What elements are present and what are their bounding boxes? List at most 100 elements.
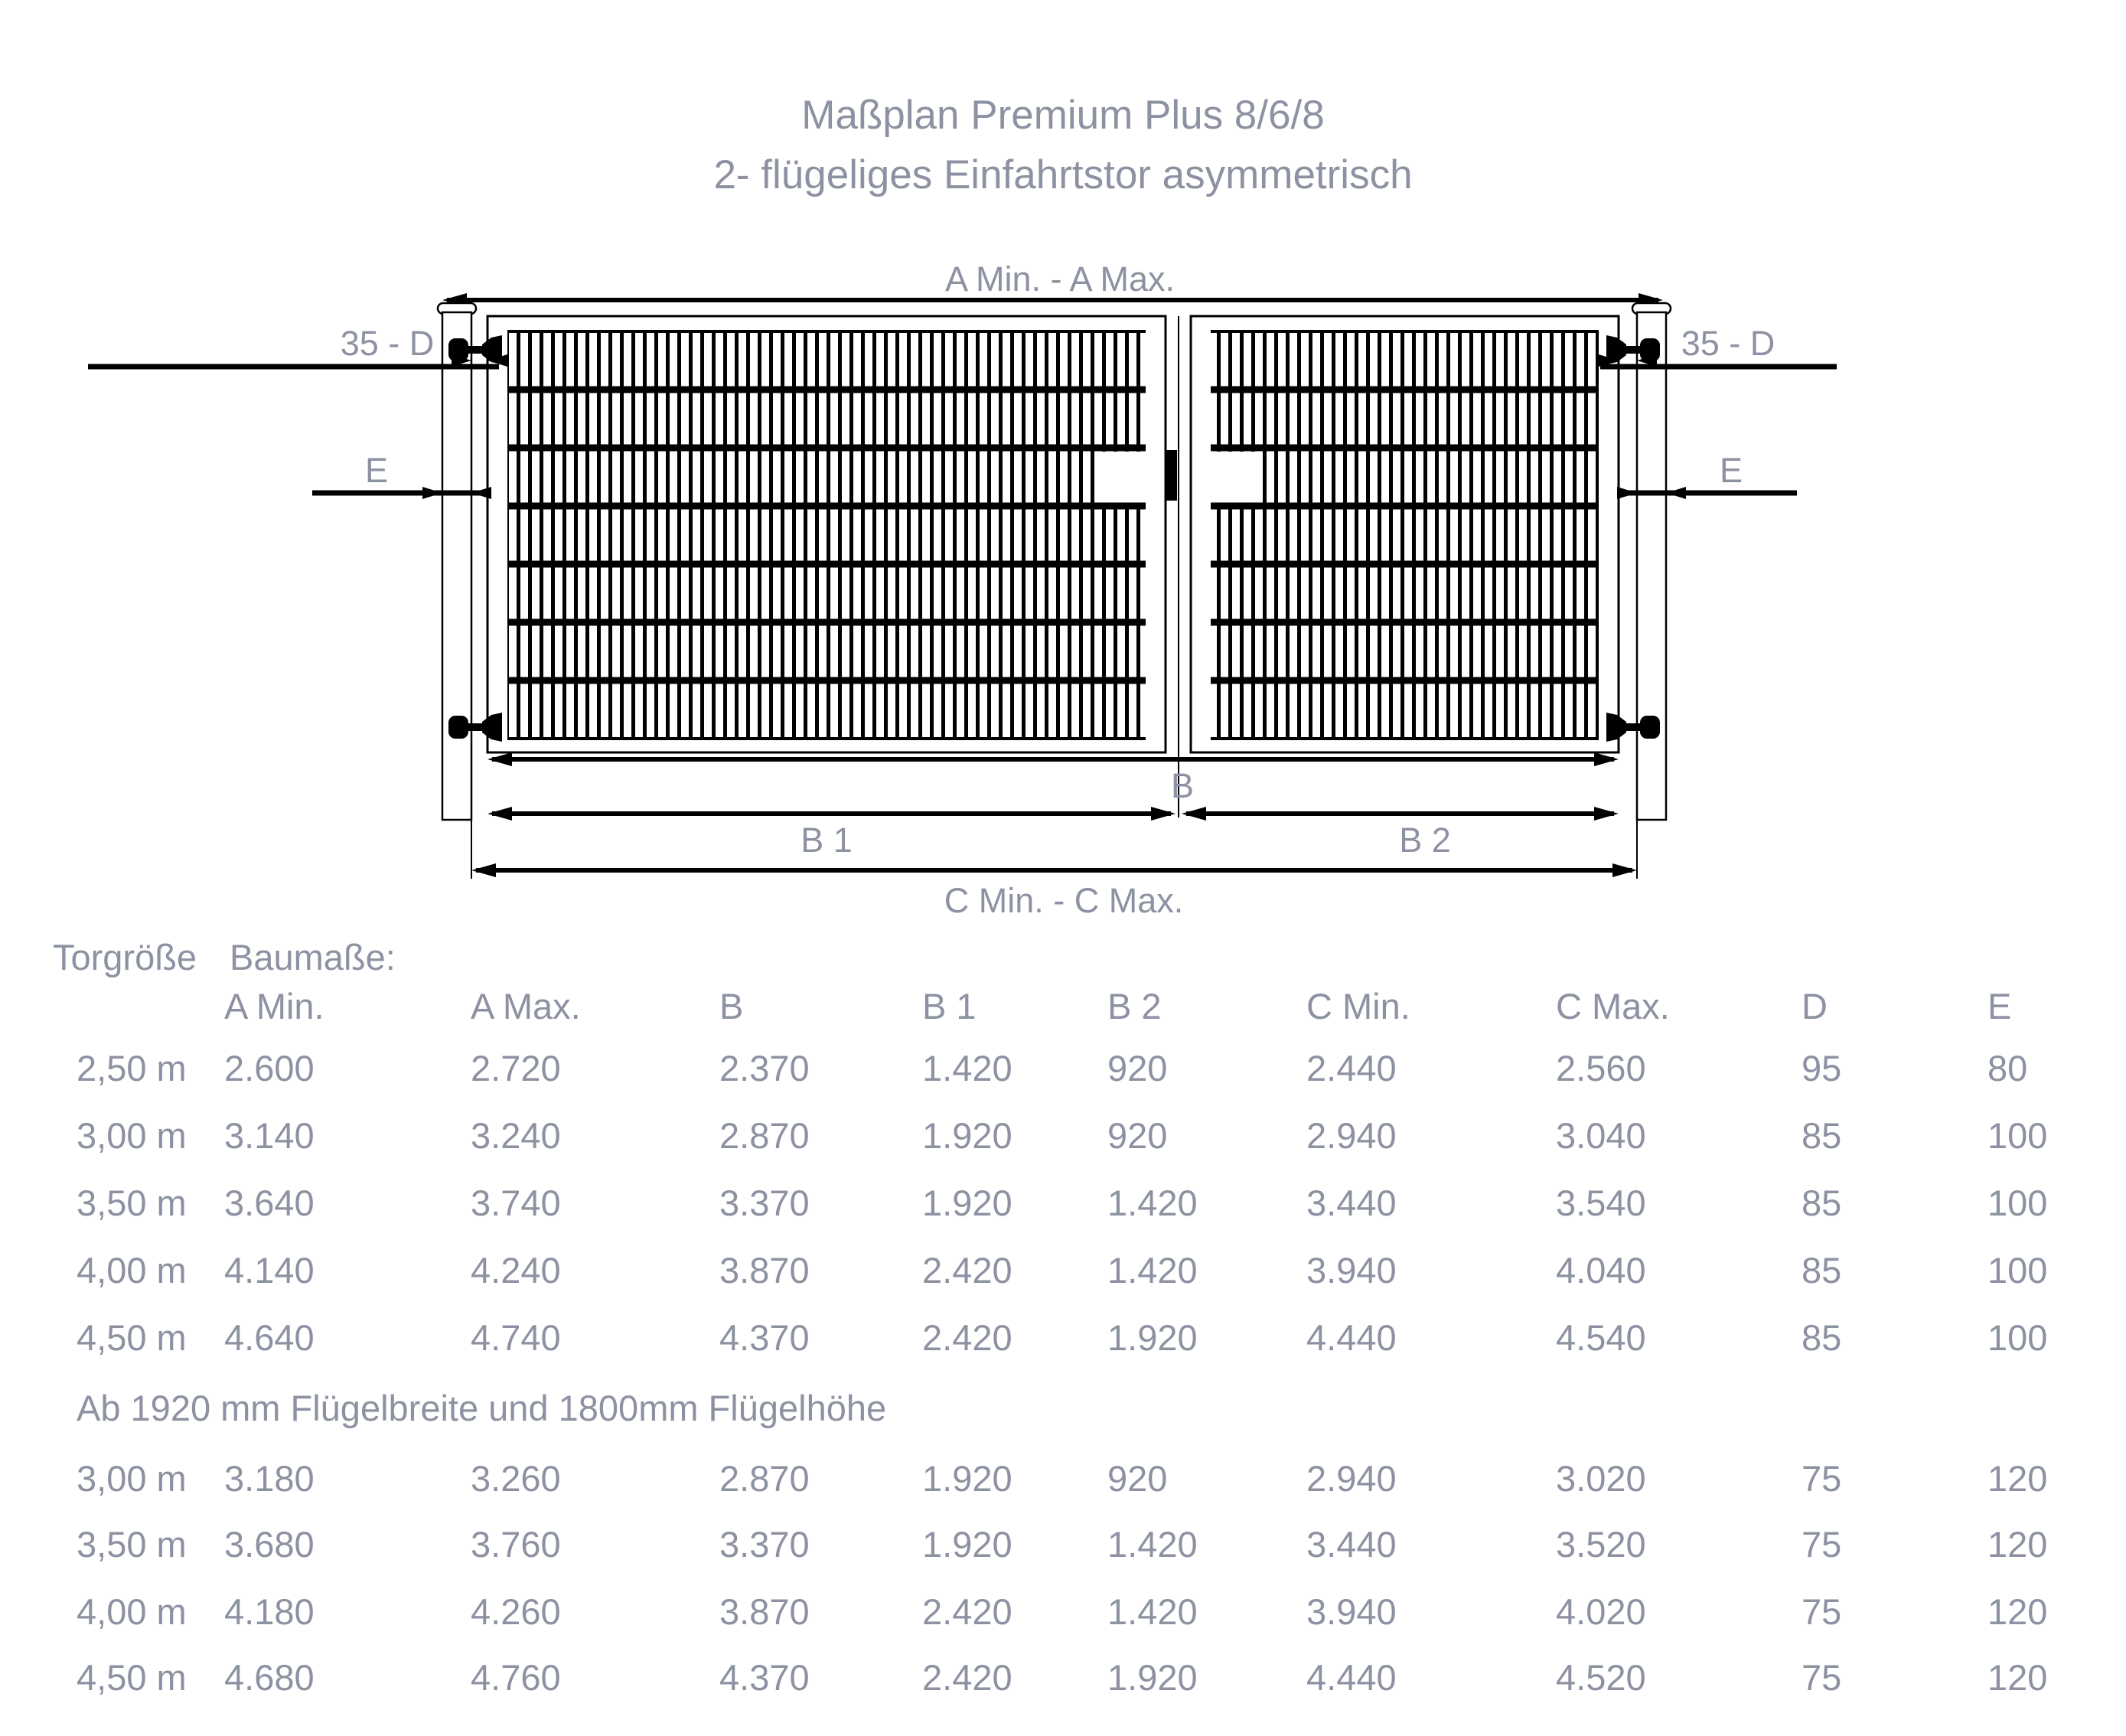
latch-block: [1166, 450, 1177, 501]
dimension-b1-label: B 1: [801, 821, 853, 860]
value-cell: 1.920: [922, 1524, 1012, 1565]
value-cell: 95: [1802, 1048, 1842, 1088]
value-cell: 2.420: [922, 1317, 1012, 1358]
value-cell: 3.680: [224, 1524, 315, 1565]
col-header-a-max: A Max.: [471, 986, 581, 1026]
value-cell: 3.520: [1556, 1524, 1646, 1565]
value-cell: 1.920: [922, 1183, 1012, 1223]
value-cell: 75: [1802, 1524, 1842, 1565]
dimension-e-left-label: E: [365, 451, 388, 490]
value-cell: 4.260: [471, 1591, 561, 1632]
value-cell: 4.370: [719, 1657, 810, 1698]
value-cell: 2.940: [1306, 1458, 1397, 1499]
wing-infill-bars: [1211, 331, 1599, 739]
hinge-bottom-left-icon: [448, 713, 502, 742]
value-cell: 85: [1802, 1317, 1842, 1358]
col-header-b2: B 2: [1107, 986, 1162, 1026]
value-cell: 4.540: [1556, 1317, 1646, 1358]
value-cell: 1.920: [1107, 1657, 1198, 1698]
value-cell: 920: [1107, 1458, 1168, 1499]
value-cell: 4.020: [1556, 1591, 1646, 1632]
value-cell: 75: [1802, 1591, 1842, 1632]
col-header-b: B: [719, 986, 744, 1026]
value-cell: 3.640: [224, 1183, 315, 1223]
value-cell: 4.440: [1306, 1317, 1397, 1358]
left-gate-post: [436, 302, 478, 879]
gate-size-cell: 3,00 m: [77, 1115, 187, 1156]
value-cell: 1.920: [922, 1458, 1012, 1499]
gate-size-cell: 4,00 m: [77, 1250, 187, 1291]
value-cell: 2.940: [1306, 1115, 1397, 1156]
value-cell: 2.420: [922, 1591, 1012, 1632]
value-cell: 2.440: [1306, 1048, 1397, 1088]
dimension-c-label: C Min. - C Max.: [944, 881, 1184, 920]
value-cell: 1.420: [1107, 1591, 1198, 1632]
post-body: [1635, 311, 1668, 821]
gate-size-cell: 3,50 m: [77, 1183, 187, 1223]
gate-size-cell: 3,50 m: [77, 1524, 187, 1565]
col-header-b1: B 1: [922, 986, 977, 1026]
value-cell: 3.370: [719, 1183, 810, 1223]
value-cell: 4.740: [471, 1317, 561, 1358]
dimension-35d-left: 35 - D: [88, 324, 507, 370]
value-cell: 3.760: [471, 1524, 561, 1565]
value-cell: 3.370: [719, 1524, 810, 1565]
gate-size-cell: 3,00 m: [77, 1458, 187, 1499]
value-cell: 100: [1987, 1317, 2048, 1358]
dimension-e-right: E: [1617, 451, 1797, 499]
table-header-row: A Min. A Max. B B 1 B 2 C Min. C Max. D …: [0, 985, 2126, 1034]
value-cell: 3.940: [1306, 1250, 1397, 1291]
value-cell: 4.040: [1556, 1250, 1646, 1291]
value-cell: 3.440: [1306, 1183, 1397, 1223]
value-cell: 4.640: [224, 1317, 315, 1358]
value-cell: 1.420: [1107, 1183, 1198, 1223]
table-row: 3,50 m 3.640 3.740 3.370 1.920 1.420 3.440 3.54…: [0, 1182, 2126, 1231]
value-cell: 3.040: [1556, 1115, 1646, 1156]
value-cell: 120: [1987, 1657, 2048, 1698]
value-cell: 3.260: [471, 1458, 561, 1499]
value-cell: 75: [1802, 1458, 1842, 1499]
value-cell: 3.440: [1306, 1524, 1397, 1565]
title-line-2: 2- flügeliges Einfahrtstor asymmetrisch: [713, 152, 1413, 197]
col-header-e: E: [1987, 986, 2012, 1026]
value-cell: 2.420: [922, 1657, 1012, 1698]
table-row: 3,00 m 3.140 3.240 2.870 1.920 920 2.940 3.040 8…: [0, 1114, 2126, 1163]
value-cell: 75: [1802, 1657, 1842, 1698]
value-cell: 3.940: [1306, 1591, 1397, 1632]
table-row: 3,50 m 3.680 3.760 3.370 1.920 1.420 3.440 3.52…: [0, 1523, 2126, 1572]
dimension-c: C Min. - C Max.: [471, 863, 1637, 920]
dimension-e-left: E: [312, 451, 491, 499]
table-group-header-row: Torgröße Baumaße:: [0, 936, 2126, 985]
post-body: [441, 311, 473, 821]
dimension-b1: B 1: [487, 807, 1175, 860]
value-cell: 3.870: [719, 1591, 810, 1632]
dimension-b-label: B: [1171, 766, 1194, 805]
left-gate-wing: [486, 315, 1167, 754]
value-cell: 4.370: [719, 1317, 810, 1358]
table-note: Ab 1920 mm Flügelbreite und 1800mm Flüge…: [77, 1388, 887, 1428]
value-cell: 85: [1802, 1115, 1842, 1156]
dimension-b: B: [487, 752, 1619, 805]
col-header-a-min: A Min.: [224, 986, 324, 1026]
hinge-bottom-right-icon: [1606, 713, 1660, 742]
value-cell: 2.370: [719, 1048, 810, 1088]
value-cell: 4.180: [224, 1591, 315, 1632]
table-col0-header: Torgröße: [53, 937, 197, 977]
gate-size-cell: 2,50 m: [77, 1048, 187, 1088]
gate-size-cell: 4,50 m: [77, 1317, 187, 1358]
value-cell: 2.560: [1556, 1048, 1646, 1088]
value-cell: 1.420: [1107, 1524, 1198, 1565]
value-cell: 3.180: [224, 1458, 315, 1499]
dimension-e-right-label: E: [1720, 451, 1743, 490]
dimension-35d-right-label: 35 - D: [1681, 324, 1775, 363]
value-cell: 4.240: [471, 1250, 561, 1291]
lock-recess: [1211, 452, 1260, 503]
value-cell: 920: [1107, 1048, 1168, 1088]
table-row: 2,50 m 2.600 2.720 2.370 1.420 920 2.440 2.560 9…: [0, 1047, 2126, 1096]
table-row: 4,00 m 4.180 4.260 3.870 2.420 1.420 3.940 4.02…: [0, 1591, 2126, 1640]
value-cell: 1.420: [1107, 1250, 1198, 1291]
gate-size-cell: 4,00 m: [77, 1591, 187, 1632]
value-cell: 120: [1987, 1458, 2048, 1499]
value-cell: 100: [1987, 1183, 2048, 1223]
